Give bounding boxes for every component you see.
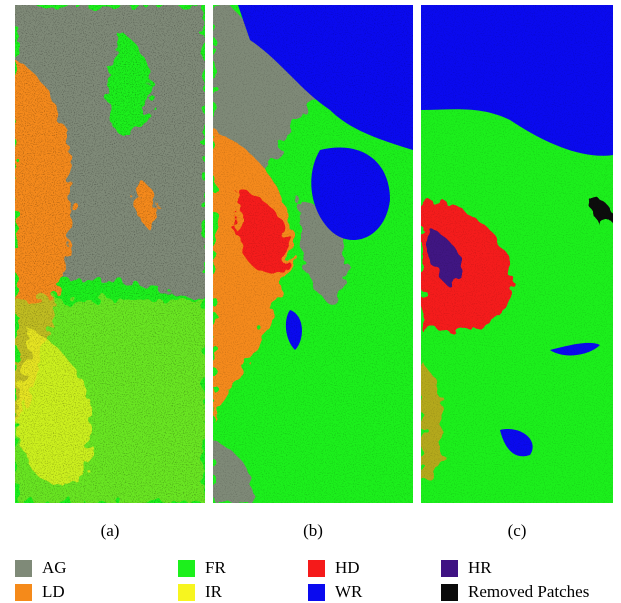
legend-label: IR bbox=[205, 582, 223, 601]
panel-label: (a) bbox=[101, 521, 120, 540]
legend-swatch bbox=[441, 560, 458, 577]
legend-swatch bbox=[308, 560, 325, 577]
legend-swatch bbox=[15, 584, 32, 601]
legend-label: Removed Patches bbox=[468, 582, 589, 601]
legend-label: FR bbox=[205, 558, 226, 577]
legend-label: HR bbox=[468, 558, 492, 577]
legend-swatch bbox=[15, 560, 32, 577]
panel-label: (b) bbox=[303, 521, 323, 540]
map-a bbox=[15, 5, 205, 503]
legend-label: LD bbox=[42, 582, 65, 601]
figure: (a) (b) (c) AG FR HD HR LD IR WR Removed Patches bbox=[0, 0, 621, 603]
legend-swatch bbox=[178, 560, 195, 577]
legend-label: HD bbox=[335, 558, 360, 577]
legend-label: WR bbox=[335, 582, 363, 601]
legend-swatch bbox=[308, 584, 325, 601]
panel-label: (c) bbox=[508, 521, 527, 540]
legend-swatch bbox=[178, 584, 195, 601]
legend-swatch bbox=[441, 584, 458, 601]
map-b bbox=[213, 5, 413, 503]
map-c bbox=[421, 5, 613, 503]
legend-label: AG bbox=[42, 558, 67, 577]
